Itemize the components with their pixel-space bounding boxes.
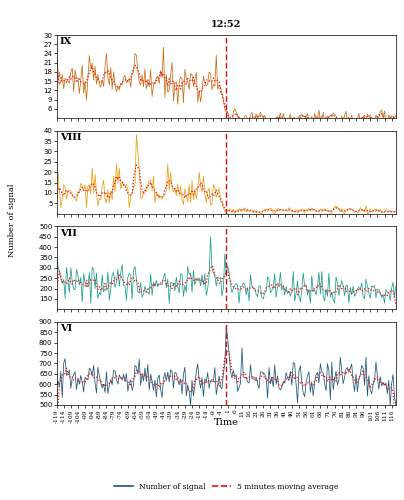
Text: IX: IX (60, 38, 72, 46)
Text: Number of signal: Number of signal (8, 183, 16, 257)
Text: VI: VI (60, 324, 72, 334)
Text: Time: Time (214, 418, 239, 427)
Text: VII: VII (60, 228, 77, 237)
Text: VIII: VIII (60, 133, 82, 142)
Text: 12:52: 12:52 (211, 20, 242, 30)
Legend: Number of signal, 5 minutes moving average: Number of signal, 5 minutes moving avera… (111, 480, 341, 494)
